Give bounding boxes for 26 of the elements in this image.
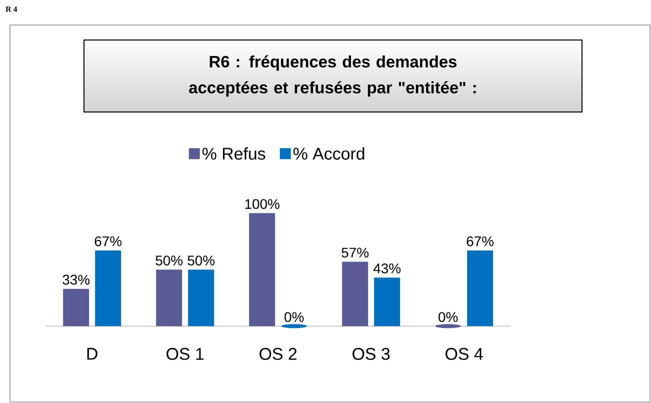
data-label: 0% — [438, 312, 458, 322]
bar — [95, 250, 122, 326]
data-label: 33% — [62, 274, 90, 285]
bar — [188, 270, 214, 326]
data-label: 67% — [466, 236, 494, 246]
chart-title: R6 : fréquences des demandes acceptées et refusées par "entitée" : — [189, 55, 476, 97]
x-tick-label: OS 1 — [166, 348, 204, 360]
legend-label: % Accord — [293, 147, 364, 160]
x-tick-label: OS 3 — [352, 348, 390, 360]
bar — [63, 288, 90, 326]
data-label: 43% — [373, 263, 401, 274]
data-label: 100% — [245, 199, 280, 209]
x-tick-label: OS 4 — [446, 348, 483, 360]
data-label: 67% — [94, 236, 122, 246]
data-label: 57% — [342, 248, 369, 258]
data-label: 50% — [188, 256, 215, 266]
data-label: 50% — [156, 256, 183, 266]
legend-label: % Refus — [202, 147, 266, 160]
x-tick-label: D — [87, 348, 98, 360]
x-tick-label: OS 2 — [260, 348, 297, 360]
bar — [342, 262, 368, 326]
bar — [374, 278, 400, 326]
bar — [156, 270, 182, 326]
bar — [467, 250, 494, 326]
data-label: 0% — [284, 312, 304, 322]
bar — [249, 213, 276, 326]
